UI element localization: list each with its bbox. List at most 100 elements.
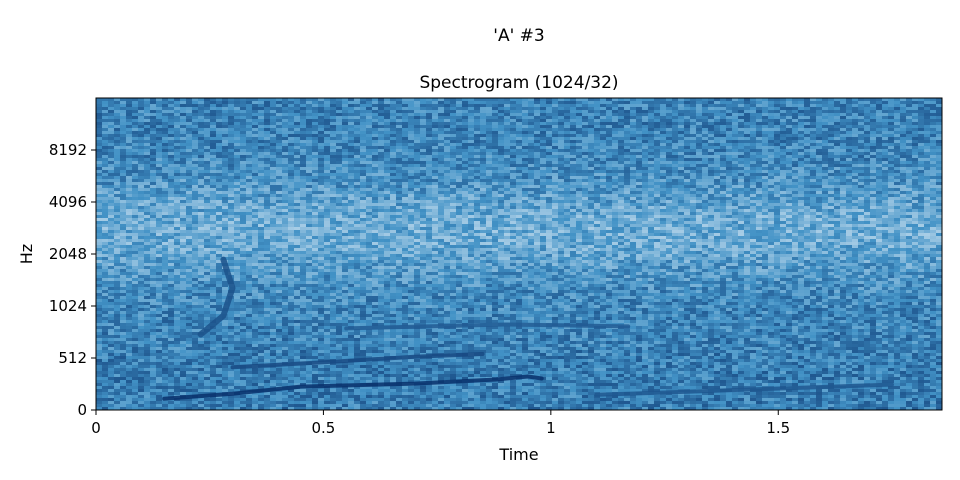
spectrogram-cell [318, 146, 329, 149]
spectrogram-cell [870, 110, 876, 113]
spectrogram-cell [354, 173, 362, 176]
spectrogram-cell [810, 101, 817, 104]
spectrogram-cell [858, 164, 865, 167]
spectrogram-cell [336, 194, 343, 197]
spectrogram-cell [570, 170, 579, 173]
spectrogram-cell [690, 110, 700, 113]
spectrogram-cell [738, 161, 747, 164]
spectrogram-cell [648, 194, 654, 197]
spectrogram-cell [180, 137, 191, 140]
spectrogram-cell [600, 161, 606, 164]
spectrogram-cell [366, 173, 374, 176]
spectrogram-cell [102, 143, 108, 146]
spectrogram-cell [510, 146, 520, 149]
spectrogram-cell [912, 158, 922, 161]
spectrogram-cell [828, 164, 835, 167]
spectrogram-cell [162, 182, 172, 185]
spectrogram-cell [900, 152, 908, 155]
spectrogram-cell [240, 110, 248, 113]
spectrogram-cell [432, 110, 438, 113]
spectrogram-cell [138, 122, 145, 125]
spectrogram-cell [126, 134, 135, 137]
spectrogram-cell [384, 173, 394, 176]
spectrogram-cell [528, 107, 539, 110]
spectrogram-cell [474, 191, 480, 194]
spectrogram-cell [186, 122, 192, 125]
spectrogram-cell [882, 113, 893, 116]
spectrogram-cell [624, 179, 630, 182]
spectrogram-cell [702, 122, 712, 125]
spectrogram-cell [828, 167, 839, 170]
spectrogram-cell [192, 170, 199, 173]
spectrogram-cell [558, 143, 569, 146]
spectrogram-cell [762, 143, 769, 146]
spectrogram-cell [138, 134, 145, 137]
spectrogram-cell [204, 134, 213, 137]
spectrogram-cell [738, 101, 744, 104]
spectrogram-cell [786, 128, 796, 131]
spectrogram-cell [264, 158, 273, 161]
spectrogram-cell [906, 131, 913, 134]
spectrogram-cell [696, 185, 703, 188]
spectrogram-cell [102, 113, 108, 116]
spectrogram-cell [576, 149, 585, 152]
spectrogram-cell [354, 101, 362, 104]
spectrogram-cell [204, 176, 213, 179]
spectrogram-cell [534, 143, 540, 146]
spectrogram-cell [900, 131, 911, 134]
spectrogram-cell [708, 137, 716, 140]
spectrogram-cell [864, 107, 871, 110]
spectrogram-cell [684, 122, 693, 125]
spectrogram-cell [210, 194, 216, 197]
spectrogram-cell [504, 104, 514, 107]
spectrogram-cell [570, 101, 577, 104]
spectrogram-cell [600, 98, 610, 101]
spectrogram-cell [438, 173, 447, 176]
spectrogram-cell [504, 170, 512, 173]
spectrogram-cell [162, 191, 168, 194]
spectrogram-cell [108, 158, 116, 161]
spectrogram-cell [690, 182, 696, 185]
spectrogram-cell [528, 146, 534, 149]
spectrogram-cell [696, 113, 703, 116]
spectrogram-cell [558, 134, 568, 137]
spectrogram-cell [936, 98, 942, 101]
spectrogram-cell [108, 167, 115, 170]
spectrogram-cell [840, 110, 849, 113]
spectrogram-cell [180, 143, 186, 146]
spectrogram-cell [198, 182, 209, 185]
spectrogram-cell [618, 161, 627, 164]
spectrogram-cell [168, 191, 175, 194]
spectrogram-cell [180, 152, 191, 155]
spectrogram-cell [312, 125, 321, 128]
spectrogram-cell [672, 167, 683, 170]
spectrogram-cell [774, 155, 783, 158]
spectrogram-cell [420, 173, 430, 176]
spectrogram-cell [120, 131, 129, 134]
spectrogram-cell [126, 197, 133, 200]
spectrogram-cell [672, 149, 679, 152]
spectrogram-cell [120, 110, 129, 113]
spectrogram-cell [696, 140, 705, 143]
spectrogram-cell [522, 173, 529, 176]
spectrogram-cell [174, 131, 180, 134]
spectrogram-cell [450, 140, 456, 143]
spectrogram-cell [192, 134, 203, 137]
spectrogram-cell [408, 188, 415, 191]
spectrogram-cell [462, 152, 470, 155]
spectrogram-cell [600, 107, 609, 110]
spectrogram-cell [162, 152, 170, 155]
spectrogram-cell [150, 173, 161, 176]
spectrogram-cell [540, 134, 547, 137]
spectrogram-cell [876, 200, 883, 203]
spectrogram-cell [126, 194, 133, 197]
spectrogram-cell [390, 131, 396, 134]
spectrogram-cell [444, 164, 455, 167]
spectrogram-cell [282, 131, 293, 134]
spectrogram-cell [168, 149, 174, 152]
spectrogram-cell [840, 122, 846, 125]
spectrogram-cell [492, 185, 499, 188]
spectrogram-cell [672, 173, 680, 176]
spectrogram-cell [666, 125, 677, 128]
spectrogram-cell [864, 113, 870, 116]
